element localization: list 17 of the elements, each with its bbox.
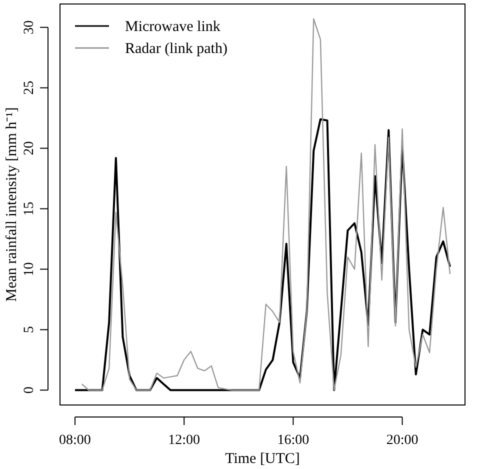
- line-series: [81, 18, 451, 391]
- line-series: [74, 118, 451, 392]
- y-tick-label: 0: [22, 386, 37, 394]
- y-axis-title: Mean rainfall intensity [mm h⁻¹]: [4, 107, 20, 302]
- y-tick-label: 10: [22, 262, 37, 276]
- y-tick-label: 5: [22, 326, 37, 334]
- x-axis-title: Time [UTC]: [225, 451, 300, 467]
- y-tick-label: 15: [22, 202, 37, 216]
- x-tick-label: 16:00: [277, 433, 310, 448]
- legend-label: Radar (link path): [125, 41, 228, 57]
- y-tick-label: 30: [22, 20, 37, 34]
- legend-label: Microwave link: [125, 19, 221, 35]
- x-tick-label: 12:00: [168, 433, 200, 448]
- y-tick-label: 25: [22, 80, 37, 95]
- x-tick-label: 08:00: [59, 433, 91, 448]
- x-tick-label: 20:00: [386, 433, 418, 448]
- y-tick-label: 20: [22, 141, 37, 156]
